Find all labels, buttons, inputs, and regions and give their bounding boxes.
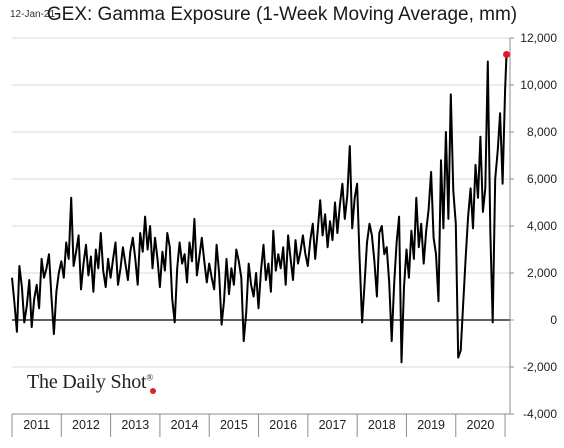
brand-dot [150, 388, 156, 394]
y-axis-ticks: 12,000 10,000 8,000 6,000 4,000 2,000 0 -2,000 -… [509, 31, 557, 421]
x-tick-label: 2020 [467, 418, 495, 432]
series-layer [11, 54, 508, 364]
y-tick-label: -2,000 [523, 360, 557, 374]
x-axis: 2011 2012 2013 2014 2015 2016 2017 2018 2019 2020 [11, 413, 510, 437]
y-tick-label: 12,000 [520, 31, 557, 45]
gridlines [12, 37, 510, 415]
last-value-marker-layer [503, 50, 511, 58]
y-tick-label: -4,000 [523, 407, 557, 421]
x-tick-label: 2012 [72, 418, 100, 432]
x-tick-label: 2018 [368, 418, 396, 432]
date-stamp: 12-Jan-21 [10, 9, 56, 20]
x-tick-label: 2011 [23, 418, 50, 432]
last-value-marker [503, 50, 511, 58]
gex-series-line [11, 54, 508, 364]
x-tick-label: 2013 [121, 418, 149, 432]
brand-registered-mark: ® [146, 372, 154, 383]
brand-name: The Daily Shot [27, 371, 147, 393]
y-tick-label: 8,000 [527, 125, 557, 139]
y-tick-label: 4,000 [527, 219, 557, 233]
y-tick-label: 2,000 [527, 266, 557, 280]
x-tick-label: 2017 [319, 418, 347, 432]
x-tick-label: 2014 [171, 418, 199, 432]
y-tick-label: 6,000 [527, 172, 557, 186]
y-tick-label: 10,000 [520, 78, 557, 92]
x-tick-label: 2016 [269, 418, 297, 432]
y-tick-label: 0 [550, 313, 557, 327]
x-tick-label: 2015 [220, 418, 248, 432]
chart-title: GEX: Gamma Exposure (1-Week Moving Avera… [46, 4, 518, 25]
brand-logo: The Daily Shot® [27, 371, 153, 394]
x-tick-label: 2019 [417, 418, 445, 432]
